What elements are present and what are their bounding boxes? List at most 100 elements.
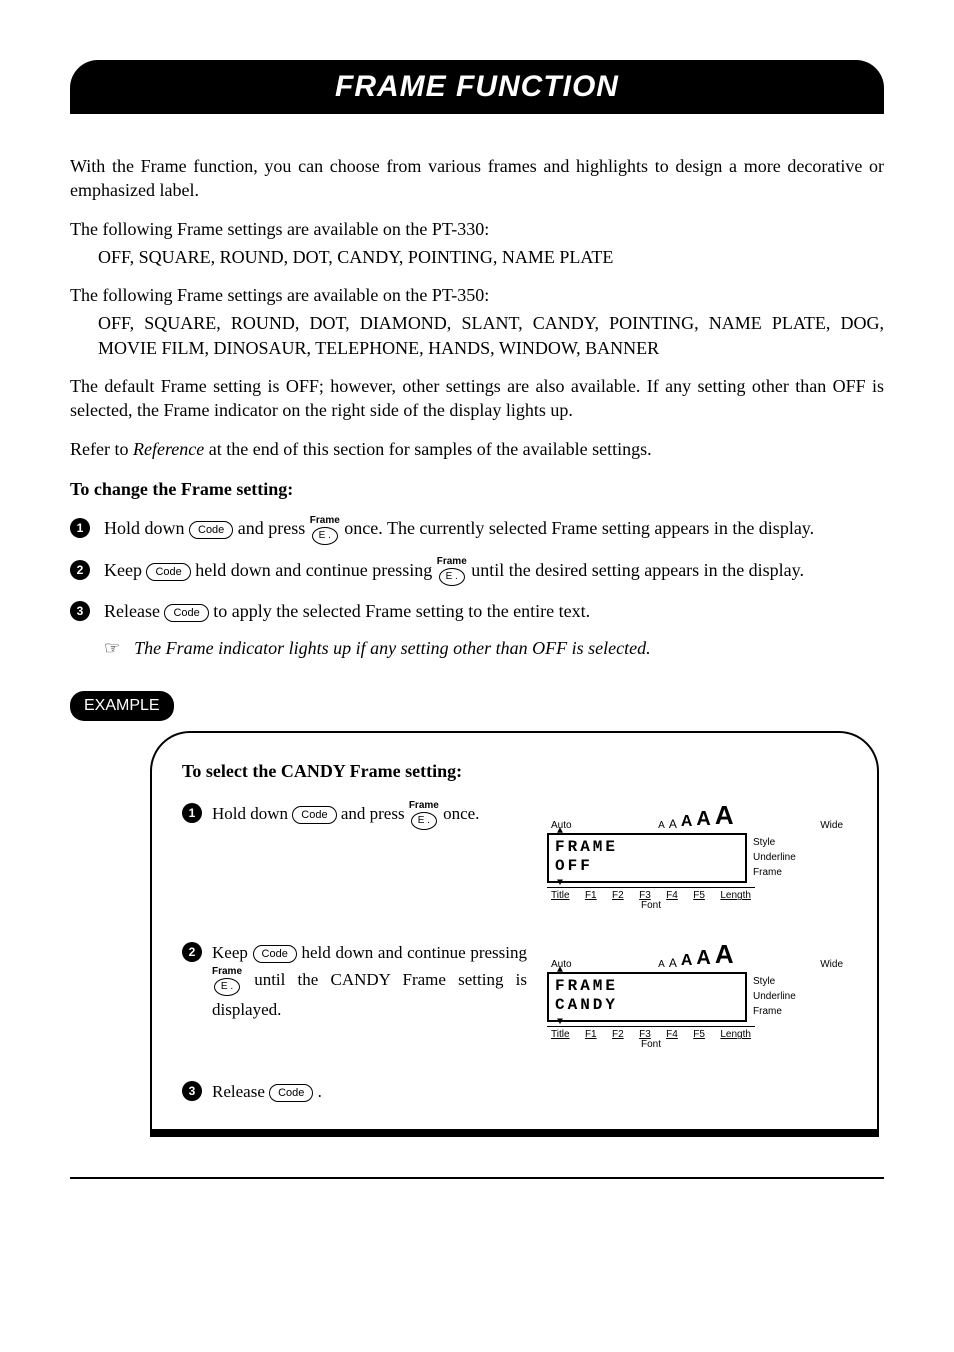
frame-e-key-icon: Frame E . (212, 967, 242, 996)
step-3: 3 Release Code to apply the selected Fra… (70, 598, 884, 624)
s3b: to apply the selected Frame setting to t… (213, 601, 590, 621)
example-row-3: 3 Release Code . (182, 1078, 847, 1105)
lcd-side-labels: Style Underline Frame (753, 972, 796, 1022)
s2b: held down and continue pressing (195, 560, 436, 580)
example-row-2: 2 Keep Code held down and continue press… (182, 939, 847, 1050)
lcd-frame-label: Frame (753, 865, 796, 880)
intro-paragraph: With the Frame function, you can choose … (70, 154, 884, 203)
refer-b: Reference (133, 439, 204, 459)
r2b: held down and continue pressing (302, 943, 527, 962)
note-text: The Frame indicator lights up if any set… (134, 636, 650, 661)
step-3-body: Release Code to apply the selected Frame… (104, 598, 884, 624)
ex-step-3-number: 3 (182, 1081, 202, 1101)
step-1-body: Hold down Code and press Frame E . once.… (104, 515, 884, 544)
pt350-list: OFF, SQUARE, ROUND, DOT, DIAMOND, SLANT,… (98, 311, 884, 360)
lcd-length-label: Length (720, 890, 751, 901)
frame-e-key-icon: Frame E . (437, 557, 467, 586)
page-root: FRAME FUNCTION With the Frame function, … (0, 0, 954, 1249)
example-row-2-left: 2 Keep Code held down and continue press… (182, 939, 527, 1023)
s1b: and press (238, 518, 310, 538)
lcd-top-labels: Auto AAAAA Wide (547, 939, 847, 970)
r2c: until the CANDY Frame setting is display… (212, 970, 527, 1019)
ex-step-1-text: Hold down Code and press Frame E . once. (212, 800, 479, 830)
down-arrow-icon: ▼ (557, 1017, 566, 1029)
ex-step-2-text: Keep Code held down and continue pressin… (212, 939, 527, 1023)
frame-e-key-icon: Frame E . (310, 516, 340, 545)
ex-step-1-number: 1 (182, 803, 202, 823)
note-row: ☞ The Frame indicator lights up if any s… (104, 636, 884, 661)
steps-list: 1 Hold down Code and press Frame E . onc… (70, 515, 884, 661)
lcd-line2: CANDY (555, 996, 739, 1015)
lcd-top-labels: Auto AAAAA Wide (547, 800, 847, 831)
down-arrow-icon: ▼ (557, 878, 566, 890)
lcd-display-2: Auto AAAAA Wide ▲ FRAME CANDY ▼ (547, 939, 847, 1050)
step-3-number: 3 (70, 601, 90, 621)
lcd-underline-label: Underline (753, 989, 796, 1004)
code-key-icon: Code (269, 1084, 313, 1102)
frame-e-key-icon: Frame E . (409, 801, 439, 830)
lcd-line1: FRAME (555, 977, 739, 996)
lcd-f5-label: F5 (693, 1029, 705, 1040)
reference-paragraph: Refer to Reference at the end of this se… (70, 437, 884, 461)
lcd-font-label: Font (547, 900, 755, 911)
example-pill: EXAMPLE (70, 691, 174, 721)
example-title: To select the CANDY Frame setting: (182, 761, 847, 782)
lcd-title-label: Title (551, 1029, 570, 1040)
step-2: 2 Keep Code held down and continue press… (70, 557, 884, 586)
s2c: until the desired setting appears in the… (471, 560, 804, 580)
code-key-icon: Code (189, 521, 233, 539)
lcd-f1-label: F1 (585, 1029, 597, 1040)
code-key-icon: Code (146, 563, 190, 581)
example-box: To select the CANDY Frame setting: 1 Hol… (150, 731, 879, 1137)
ex-step-3-text: Release Code . (212, 1078, 322, 1105)
step-2-number: 2 (70, 560, 90, 580)
up-arrow-icon: ▲ (557, 965, 566, 977)
lcd-display-1: Auto AAAAA Wide ▲ FRAME OFF ▼ (547, 800, 847, 911)
lcd-wide-label: Wide (820, 820, 843, 831)
example-row-1-left: 1 Hold down Code and press Frame E . onc… (182, 800, 527, 830)
lcd-screen-2: ▲ FRAME CANDY ▼ (547, 972, 747, 1022)
step-2-body: Keep Code held down and continue pressin… (104, 557, 884, 586)
r1a: Hold down (212, 804, 292, 823)
frame-key-oval: E . (312, 527, 338, 545)
up-arrow-icon: ▲ (557, 826, 566, 838)
frame-key-top-label: Frame (409, 801, 439, 811)
example-row-3-left: 3 Release Code . (182, 1078, 847, 1105)
step-1: 1 Hold down Code and press Frame E . onc… (70, 515, 884, 544)
lcd-f5-label: F5 (693, 890, 705, 901)
lcd-side-labels: Style Underline Frame (753, 833, 796, 883)
lcd-wide-label: Wide (820, 959, 843, 970)
lcd-line1: FRAME (555, 838, 739, 857)
pt350-lead: The following Frame settings are availab… (70, 283, 884, 307)
lcd-f4-label: F4 (666, 1029, 678, 1040)
lcd-length-label: Length (720, 1029, 751, 1040)
refer-c: at the end of this section for samples o… (204, 439, 651, 459)
lcd-underline-label: Underline (753, 850, 796, 865)
code-key-icon: Code (164, 604, 208, 622)
ex-step-2-number: 2 (182, 942, 202, 962)
pt330-lead: The following Frame settings are availab… (70, 217, 884, 241)
r1b: and press (341, 804, 409, 823)
code-key-icon: Code (253, 945, 297, 963)
step-1-number: 1 (70, 518, 90, 538)
lcd-bottom-labels: Title F1 F2 F3 F4 F5 Length (547, 887, 755, 901)
s1a: Hold down (104, 518, 189, 538)
frame-key-oval: E . (439, 568, 465, 586)
lcd-style-label: Style (753, 835, 796, 850)
example-row-1-right: Auto AAAAA Wide ▲ FRAME OFF ▼ (547, 800, 847, 911)
example-row-2-right: Auto AAAAA Wide ▲ FRAME CANDY ▼ (547, 939, 847, 1050)
s1c: once. The currently selected Frame setti… (344, 518, 814, 538)
r3a: Release (212, 1082, 269, 1101)
lcd-title-label: Title (551, 890, 570, 901)
pointing-hand-icon: ☞ (104, 638, 120, 661)
lcd-f2-label: F2 (612, 890, 624, 901)
s2a: Keep (104, 560, 146, 580)
pt330-list: OFF, SQUARE, ROUND, DOT, CANDY, POINTING… (98, 245, 884, 269)
r3b: . (318, 1082, 322, 1101)
heading-change-frame: To change the Frame setting: (70, 477, 884, 501)
frame-key-oval: E . (411, 812, 437, 830)
frame-key-top-label: Frame (212, 967, 242, 977)
lcd-f4-label: F4 (666, 890, 678, 901)
lcd-f2-label: F2 (612, 1029, 624, 1040)
section-banner: FRAME FUNCTION (70, 60, 884, 114)
